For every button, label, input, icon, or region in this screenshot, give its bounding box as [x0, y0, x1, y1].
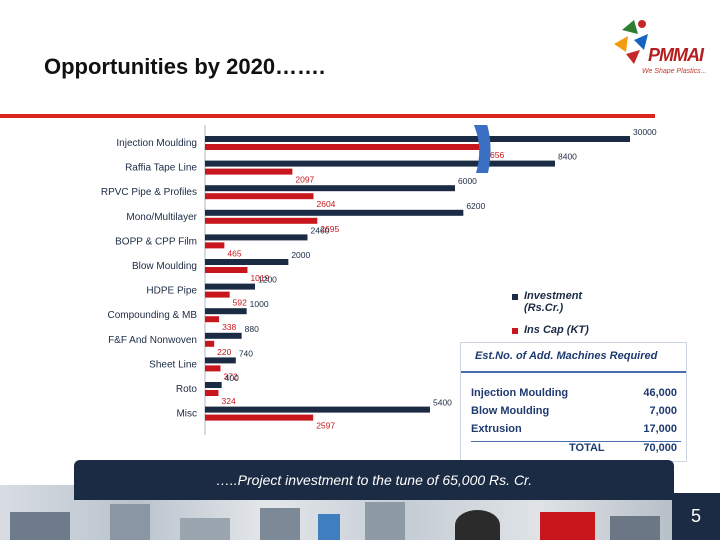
page-number: 5: [672, 493, 720, 540]
bar-investment: [205, 283, 255, 290]
data-label: 6000: [458, 176, 477, 186]
title-underline: [0, 114, 655, 118]
investment-banner: …..Project investment to the tune of 65,…: [74, 460, 674, 500]
data-label: 740: [239, 348, 253, 358]
data-label: 465: [227, 248, 241, 258]
data-label: 5400: [433, 398, 452, 408]
bar-ins-cap: [205, 365, 221, 372]
bar-ins-cap: [205, 291, 230, 298]
data-label: 880: [245, 324, 259, 334]
category-label: F&F And Nonwoven: [108, 335, 197, 346]
category-label: Sheet Line: [149, 359, 197, 370]
data-label: 400: [225, 373, 239, 383]
category-label: RPVC Pipe & Profiles: [101, 187, 197, 198]
category-label: Mono/Multilayer: [126, 212, 197, 223]
bar-investment: [205, 406, 430, 413]
bar-ins-cap: [205, 390, 219, 396]
bar-investment: [205, 259, 289, 265]
data-label: 1019: [250, 273, 269, 283]
investment-bar-chart: Injection Moulding 30000 6656 Raffia Tape L…: [101, 125, 657, 435]
bar-investment: [205, 160, 555, 167]
bar-ins-cap: [205, 144, 483, 150]
table-row: Extrusion 17,000: [471, 423, 681, 442]
data-label: 2604: [317, 199, 336, 209]
legend-label-investment: Investment (Rs.Cr.): [524, 290, 583, 314]
category-label: Raffia Tape Line: [125, 163, 197, 174]
table-row: Injection Moulding 46,000: [471, 387, 677, 399]
data-label: 592: [233, 298, 247, 308]
machines-table: Est.No. of Add. Machines Required Inject…: [460, 342, 687, 462]
bar-investment: [205, 185, 455, 192]
logo-name: PMMAI: [648, 45, 704, 65]
bar-investment: [205, 382, 222, 388]
data-label: 2097: [295, 175, 314, 185]
chart-legend: Investment (Rs.Cr.) Ins Cap (KT): [512, 290, 596, 346]
data-label: 324: [222, 396, 236, 406]
bar-ins-cap: [205, 414, 314, 421]
pmmai-logo: [614, 20, 648, 64]
category-label: Compounding & MB: [108, 310, 198, 321]
category-label: Misc: [176, 409, 197, 420]
data-label: 8400: [558, 152, 577, 162]
data-label: 2695: [320, 224, 339, 234]
page-title: Opportunities by 2020…….: [44, 54, 326, 79]
bar-ins-cap: [205, 267, 248, 273]
data-label: 2000: [291, 250, 310, 260]
bar-ins-cap: [205, 340, 215, 347]
bar-investment: [205, 209, 464, 216]
legend-item-investment: Investment (Rs.Cr.): [512, 290, 596, 314]
logo-tagline: We Shape Plastics...: [642, 68, 707, 75]
data-label: 1200: [258, 275, 277, 285]
machines-table-header: Est.No. of Add. Machines Required: [461, 343, 686, 373]
axis-break-marker: [473, 125, 491, 173]
category-label: Blow Moulding: [132, 261, 197, 272]
data-label: 6656: [485, 150, 504, 160]
bar-investment: [205, 308, 247, 315]
bar-ins-cap: [205, 242, 225, 249]
table-total-row: TOTAL 70,000: [569, 442, 677, 454]
data-label: 220: [217, 347, 231, 357]
bar-investment: [205, 357, 236, 364]
legend-label-ins-cap: Ins Cap (KT): [524, 324, 589, 336]
data-label: 2460: [311, 225, 330, 235]
data-label: 1000: [250, 299, 269, 309]
category-label: Injection Moulding: [116, 138, 197, 149]
category-label: HDPE Pipe: [146, 286, 197, 297]
table-row: Blow Moulding 7,000: [471, 405, 677, 417]
category-label: Roto: [176, 384, 198, 395]
legend-item-ins-cap: Ins Cap (KT): [512, 324, 596, 336]
bar-ins-cap: [205, 168, 293, 175]
bar-ins-cap: [205, 316, 220, 323]
bar-ins-cap: [205, 217, 318, 224]
data-label: 2597: [316, 421, 335, 431]
data-label: 6200: [466, 201, 485, 211]
data-label: 372: [224, 371, 238, 381]
bar-investment: [205, 332, 242, 339]
data-label: 30000: [633, 127, 657, 137]
bar-investment: [205, 136, 630, 142]
category-label: BOPP & CPP Film: [115, 236, 197, 247]
bar-ins-cap: [205, 193, 314, 200]
bar-investment: [205, 234, 308, 241]
data-label: 338: [222, 322, 236, 332]
